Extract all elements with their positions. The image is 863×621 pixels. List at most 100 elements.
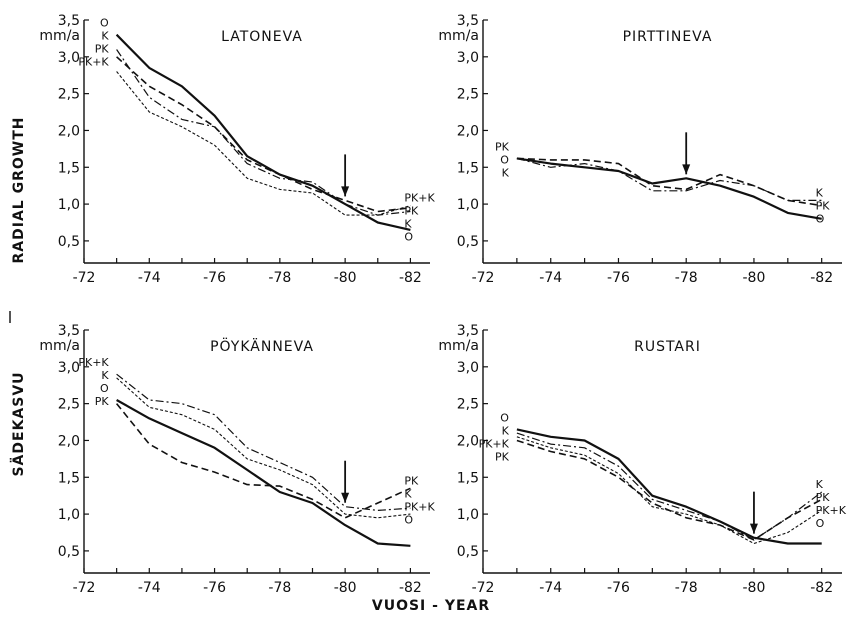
x-tick-label: -76 xyxy=(203,580,226,596)
y-tick-label: 1,0 xyxy=(58,507,80,523)
y-tick-label: 3,5 xyxy=(457,13,479,29)
series-label-left: PK+K xyxy=(78,356,109,369)
arrow-head xyxy=(749,523,758,534)
x-axis-label: VUOSI - YEAR xyxy=(371,598,491,614)
series-label-right: O xyxy=(816,517,825,530)
series-label-right: O xyxy=(404,231,413,244)
panel-pirttineva: 0,5 1,0 1,5 2,0 2,5 3,0 3,5mm/a -72 -74 -76 -78 -80… xyxy=(438,13,842,286)
series-label-left: K xyxy=(502,424,510,437)
x-tick-label: -72 xyxy=(472,270,495,286)
y-tick-label: 1,0 xyxy=(457,197,479,213)
y-tick-label: 0,5 xyxy=(58,544,80,560)
y-tick-label: 0,5 xyxy=(58,234,80,250)
x-tick-label: -76 xyxy=(607,580,630,596)
y-tick-label: 2,0 xyxy=(58,123,80,139)
y-tick-label: 3,5 xyxy=(58,323,80,339)
series-label-left: O xyxy=(100,17,109,30)
y-unit-label: mm/a xyxy=(438,338,479,354)
y-tick-label: 3,0 xyxy=(58,360,80,376)
y-tick-label: 2,5 xyxy=(58,87,80,103)
y-tick-label: 2,0 xyxy=(457,433,479,449)
x-tick-label: -80 xyxy=(743,270,766,286)
series-label-left: K xyxy=(101,369,109,382)
series-label-right: K xyxy=(816,186,824,199)
y-tick-label: 2,0 xyxy=(457,123,479,139)
series-label-right: PK xyxy=(404,205,419,218)
x-tick-label: -74 xyxy=(539,580,562,596)
series-label-left: PK xyxy=(495,450,510,463)
series-label-right: K xyxy=(404,487,412,500)
x-tick-label: -82 xyxy=(399,270,422,286)
x-tick-label: -78 xyxy=(675,270,698,286)
y-tick-label: 2,5 xyxy=(457,87,479,103)
x-tick-label: -76 xyxy=(203,270,226,286)
series-line-k xyxy=(116,373,411,511)
series-line-o xyxy=(115,33,411,231)
arrow-head xyxy=(682,164,691,175)
x-tick-label: -76 xyxy=(607,270,630,286)
arrow-head xyxy=(341,186,350,197)
series-line-o xyxy=(516,428,822,545)
series-line-k xyxy=(516,432,823,541)
series-line-pk xyxy=(516,157,822,207)
series-line-o xyxy=(516,157,822,220)
series-label-right: K xyxy=(816,478,824,491)
series-line-pk xyxy=(115,403,411,519)
arrow-head xyxy=(341,492,350,503)
y-unit-label: mm/a xyxy=(39,28,80,44)
x-tick-label: -82 xyxy=(810,580,833,596)
x-tick-label: -78 xyxy=(268,580,291,596)
series-line-pk-plus-k xyxy=(116,377,411,519)
y-tick-label: 1,5 xyxy=(457,160,479,176)
panel-pyknneva: 0,5 1,0 1,5 2,0 2,5 3,0 3,5mm/a -72 -74 -76 -78 -80… xyxy=(39,323,435,596)
series-label-left: K xyxy=(101,30,109,43)
y-axis-label-separator xyxy=(9,311,11,323)
series-label-right: PK+K xyxy=(404,500,435,513)
series-label-right: PK+K xyxy=(816,504,847,517)
series-line-k xyxy=(116,49,411,216)
y-tick-label: 2,5 xyxy=(58,397,80,413)
y-unit-label: mm/a xyxy=(39,338,80,354)
series-line-k xyxy=(516,157,822,201)
y-tick-label: 3,0 xyxy=(457,360,479,376)
y-tick-label: 1,0 xyxy=(457,507,479,523)
series-label-right: PK+K xyxy=(404,192,435,205)
x-tick-label: -78 xyxy=(675,580,698,596)
x-tick-label: -72 xyxy=(73,270,96,286)
chart-title: PIRTTINEVA xyxy=(623,29,713,45)
x-tick-label: -80 xyxy=(334,580,357,596)
x-tick-label: -72 xyxy=(73,580,96,596)
series-label-left: O xyxy=(500,153,509,166)
x-tick-label: -82 xyxy=(810,270,833,286)
chart-title: RUSTARI xyxy=(634,339,701,355)
y-tick-label: 2,5 xyxy=(457,397,479,413)
panel-latoneva: 0,5 1,0 1,5 2,0 2,5 3,0 3,5mm/a -72 -74 -76 -78 -80… xyxy=(39,13,435,286)
y-tick-label: 1,5 xyxy=(58,470,80,486)
y-tick-label: 1,5 xyxy=(457,470,479,486)
series-label-left: PK+K xyxy=(479,437,510,450)
panel-rustari: 0,5 1,0 1,5 2,0 2,5 3,0 3,5mm/a -72 -74 -76 -78 -80… xyxy=(438,323,846,596)
x-tick-label: -74 xyxy=(138,270,161,286)
y-tick-label: 0,5 xyxy=(457,544,479,560)
series-label-right: K xyxy=(404,218,412,231)
y-tick-label: 3,0 xyxy=(58,50,80,66)
series-label-left: PK xyxy=(495,140,510,153)
y-tick-label: 2,0 xyxy=(58,433,80,449)
x-tick-label: -78 xyxy=(268,270,291,286)
series-label-left: O xyxy=(500,411,509,424)
series-label-left: PK xyxy=(95,43,110,56)
y-axis-label-fi: SÄDEKASVU xyxy=(11,371,27,477)
series-line-pk-plus-k xyxy=(516,436,823,545)
y-tick-label: 1,5 xyxy=(58,160,80,176)
x-tick-label: -72 xyxy=(472,580,495,596)
series-label-right: PK xyxy=(816,491,831,504)
series-label-right: O xyxy=(816,212,825,225)
series-label-left: PK+K xyxy=(78,56,109,69)
series-label-left: O xyxy=(100,382,109,395)
series-line-pk xyxy=(516,439,823,541)
series-label-right: O xyxy=(404,513,413,526)
series-label-right: PK xyxy=(816,199,831,212)
x-tick-label: -80 xyxy=(334,270,357,286)
